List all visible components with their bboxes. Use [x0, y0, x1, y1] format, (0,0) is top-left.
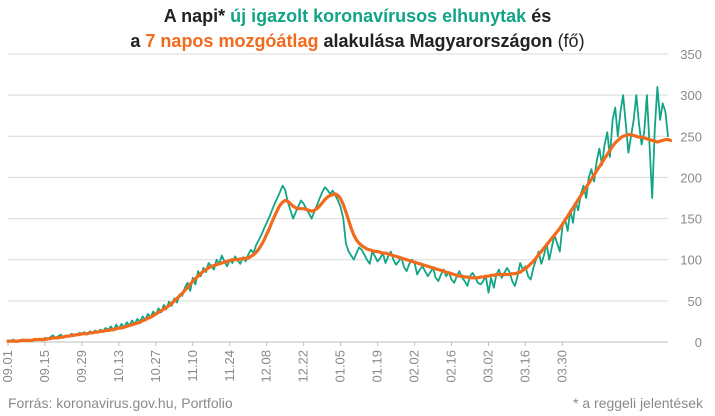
y-tick-label: 200	[680, 170, 702, 185]
y-tick-label: 150	[680, 212, 702, 227]
y-tick-label: 50	[688, 294, 702, 309]
series-line-moving-average	[6, 133, 673, 343]
title-part: és	[526, 6, 552, 26]
title-unit: (fő)	[552, 31, 585, 51]
x-tick-label: 12.08	[259, 350, 274, 383]
x-tick-label: 02.02	[407, 350, 422, 383]
x-tick-label: 01.19	[370, 350, 385, 383]
x-tick-label: 12.22	[296, 350, 311, 383]
title-part: alakulása Magyarországon	[318, 31, 553, 51]
x-tick-label: 03.16	[517, 350, 532, 383]
gridlines	[8, 53, 668, 343]
y-axis: 0 50 100 150 200 250 300 350	[680, 47, 702, 350]
x-tick-label: 11.10	[185, 350, 200, 382]
y-tick-label: 100	[680, 253, 702, 268]
x-tick-label: 03.02	[480, 350, 495, 383]
source-note: Forrás: koronavirus.gov.hu, Portfolio	[8, 395, 233, 411]
footnote: * a reggeli jelentések	[573, 395, 703, 411]
title-line-2: a 7 napos mozgóátlag alakulása Magyarors…	[0, 29, 715, 54]
x-tick-label: 02.16	[444, 350, 459, 383]
x-tick-label: 10.13	[111, 350, 126, 383]
title-part: a	[130, 31, 146, 51]
y-tick-label: 350	[680, 47, 702, 62]
title-highlight-average: 7 napos mozgóátlag	[145, 31, 319, 51]
y-tick-label: 300	[680, 88, 702, 103]
x-tick-label: 09.29	[74, 350, 89, 383]
y-tick-label: 0	[695, 335, 702, 350]
x-tick-label: 10.27	[148, 350, 163, 383]
title-line-1: A napi* új igazolt koronavírusos elhunyt…	[0, 4, 715, 29]
x-tick-label: 03.30	[554, 350, 569, 383]
title-part: A napi*	[163, 6, 231, 26]
x-tick-label: 11.24	[222, 350, 237, 382]
x-tick-label: 09.01	[0, 350, 15, 383]
series-layer	[6, 86, 673, 343]
x-tick-label: 01.05	[333, 350, 348, 383]
x-axis: 09.01 09.15 09.29 10.13 10.27 11.10 11.24 12.08…	[0, 342, 569, 383]
x-tick-label: 09.15	[37, 350, 52, 383]
chart-title: A napi* új igazolt koronavírusos elhunyt…	[0, 4, 715, 54]
y-tick-label: 250	[680, 129, 702, 144]
title-highlight-daily: új igazolt koronavírusos elhunytak	[230, 6, 527, 26]
